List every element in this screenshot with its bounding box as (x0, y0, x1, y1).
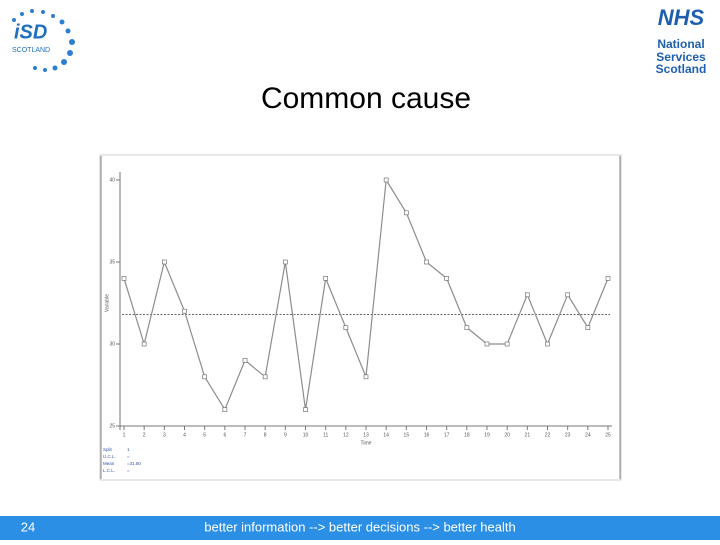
x-tick-label: 7 (244, 432, 247, 438)
x-tick-label: 21 (525, 432, 531, 438)
legend-text: Mean (103, 461, 115, 466)
x-tick-label: 20 (504, 432, 510, 438)
x-tick-label: 14 (383, 432, 389, 438)
x-tick-label: 22 (545, 432, 551, 438)
x-tick-label: 2 (143, 432, 146, 438)
x-tick-label: 4 (183, 432, 186, 438)
footer-bar (0, 516, 720, 540)
legend-text: =31.80 (127, 461, 141, 466)
x-tick-label: 1 (123, 432, 126, 438)
x-tick-label: 11 (323, 432, 328, 438)
point (141, 341, 147, 347)
point (565, 292, 571, 298)
x-tick-label: 16 (424, 432, 430, 438)
point (383, 177, 389, 183)
y-tick-label: 40 (109, 177, 115, 183)
x-tick-label: 9 (284, 432, 287, 438)
x-tick-label: 10 (303, 432, 309, 438)
x-tick-label: 12 (343, 432, 349, 438)
x-tick-label: 19 (484, 432, 490, 438)
logo-text: NHS (658, 5, 705, 30)
point (323, 276, 329, 281)
point (303, 407, 308, 412)
x-tick-label: 13 (363, 432, 369, 438)
point (121, 276, 127, 281)
logo-text: Services (656, 50, 706, 64)
point (242, 358, 248, 363)
point (262, 374, 268, 380)
point (403, 210, 409, 216)
point (161, 259, 167, 265)
y-tick-label: 35 (109, 259, 115, 265)
point (343, 325, 349, 330)
point (444, 276, 450, 281)
y-tick-label: 25 (109, 423, 115, 429)
logo-text: iSD (14, 21, 47, 43)
point (424, 259, 429, 265)
legend-text: 1 (127, 447, 130, 452)
point (182, 308, 187, 314)
logo-text: National (657, 37, 704, 51)
point (545, 341, 550, 347)
nhs-logo: NHS National Services Scotland (650, 5, 712, 76)
point (605, 276, 611, 281)
point (202, 374, 208, 380)
x-axis-label: Time (361, 440, 372, 446)
x-tick-label: 6 (223, 432, 226, 438)
point (363, 374, 369, 380)
point (464, 325, 470, 330)
x-tick-label: 5 (203, 432, 206, 438)
x-tick-label: 18 (464, 432, 470, 438)
point (585, 325, 591, 330)
page-number: 24 (21, 519, 35, 534)
legend-text: Split (103, 447, 113, 452)
point (504, 341, 510, 347)
legend-text: U.C.L. (103, 454, 116, 459)
logo-text: SCOTLAND (12, 47, 50, 54)
x-tick-label: 15 (404, 432, 410, 438)
chart-frame (99, 154, 622, 481)
point (222, 407, 228, 412)
x-tick-label: 25 (605, 432, 611, 438)
y-axis-label: Variable (104, 294, 110, 312)
x-tick-label: 3 (163, 432, 166, 438)
point (282, 259, 288, 265)
y-tick-label: 30 (109, 341, 115, 347)
legend-text: = (127, 468, 130, 473)
point (484, 341, 490, 347)
legend-text: L.C.L. (103, 468, 115, 473)
x-tick-label: 24 (585, 432, 591, 438)
isd-logo: iSD SCOTLAND (12, 9, 75, 72)
slide-title: Common cause (261, 82, 471, 115)
x-tick-label: 8 (264, 432, 267, 438)
x-tick-label: 23 (565, 432, 571, 438)
logo-text: Scotland (656, 62, 707, 76)
footer-text: better information --> better decisions … (204, 519, 515, 534)
x-tick-label: 17 (444, 432, 450, 438)
legend-text: = (127, 454, 130, 459)
point (524, 292, 530, 298)
